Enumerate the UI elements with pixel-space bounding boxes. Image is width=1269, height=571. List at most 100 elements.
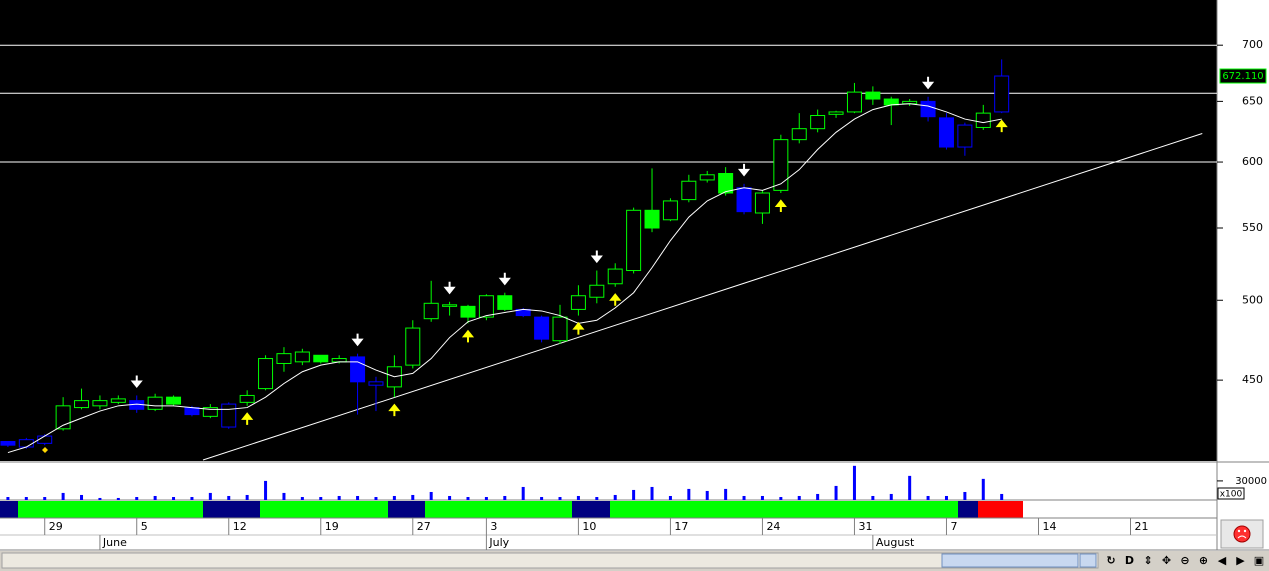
volume-bar: [374, 497, 378, 500]
last-price-label: 672.110: [1222, 71, 1263, 82]
y-tick-label: 600: [1242, 155, 1263, 168]
toolbar-button[interactable]: D: [1125, 554, 1134, 567]
status-button[interactable]: [1220, 519, 1264, 549]
x-tick-label: 21: [1135, 520, 1149, 533]
strip-segment: [572, 501, 610, 518]
strip-segment: [388, 501, 425, 518]
candle-body: [938, 117, 954, 148]
moving-average: [7, 103, 1002, 454]
volume-bar: [576, 495, 580, 500]
volume-bar: [172, 497, 176, 500]
y-tick-label: 650: [1242, 94, 1263, 107]
candle-body: [37, 435, 53, 444]
candle-body: [294, 351, 310, 363]
volume-bar: [153, 495, 157, 500]
trend-line: [202, 133, 1203, 461]
buy-arrow: [774, 199, 787, 212]
volume-bar: [227, 495, 231, 500]
candle-body: [846, 91, 862, 113]
candle-body: [221, 403, 237, 428]
scrollbar[interactable]: [1, 552, 1099, 569]
candle-body: [18, 439, 34, 448]
volume-bar: [24, 497, 28, 500]
buy-arrow: [461, 329, 475, 343]
candle-body: [350, 356, 366, 383]
volume-bar: [411, 494, 415, 500]
candle-body: [957, 124, 973, 148]
volume-bar: [61, 492, 65, 500]
volume-bar: [613, 494, 617, 500]
candle-body: [920, 100, 936, 118]
candle-body: [865, 91, 881, 100]
status-face: [1233, 525, 1251, 543]
toolbar-button[interactable]: ▶: [1236, 554, 1245, 567]
x-tick-label: 27: [417, 520, 431, 533]
trend-strip: [0, 501, 1023, 518]
buy-arrow: [572, 321, 585, 335]
candle-body: [552, 316, 568, 342]
scroll-thumb[interactable]: [941, 553, 1079, 568]
volume-bar: [558, 497, 562, 500]
x-tick-label: 5: [141, 520, 148, 533]
toolbar-button[interactable]: ▣: [1254, 554, 1264, 567]
x-tick-label: 3: [490, 520, 497, 533]
status-frame[interactable]: [1220, 519, 1264, 549]
volume-bar: [484, 497, 488, 500]
volume-bar: [319, 497, 323, 500]
candle-body: [791, 128, 807, 141]
toolbar-button[interactable]: ⊖: [1180, 554, 1189, 567]
toolbar-button[interactable]: ⊕: [1199, 554, 1208, 567]
volume-bar: [742, 495, 746, 500]
y-tick-label: 550: [1242, 221, 1263, 234]
volume-bar: [834, 485, 838, 500]
status-eye: [1243, 529, 1247, 533]
candle-body: [368, 381, 384, 386]
y-tick-label: 700: [1242, 38, 1263, 51]
candle-body: [994, 75, 1010, 113]
toolbar-button[interactable]: ◀: [1218, 554, 1227, 567]
volume-bar: [300, 497, 304, 500]
toolbar-button[interactable]: ⇕: [1143, 554, 1152, 567]
volume-bar: [632, 489, 636, 500]
buy-arrow: [388, 403, 401, 417]
candle-body: [828, 111, 844, 115]
volume-bar: [337, 495, 341, 500]
candle-body: [276, 353, 292, 364]
strip-segment: [260, 501, 388, 518]
unit-box: [1217, 487, 1245, 500]
volume-bar: [724, 488, 728, 500]
candle-body: [644, 209, 660, 229]
volume-bar: [429, 491, 433, 500]
y-tick-label: 500: [1242, 293, 1263, 306]
volume-bar: [650, 486, 654, 500]
candle-body: [883, 98, 899, 106]
candle-body: [699, 174, 715, 181]
volume-bar: [448, 495, 452, 500]
sell-arrow: [498, 272, 511, 286]
month-label: June: [102, 536, 127, 549]
sell-arrow: [351, 333, 364, 347]
toolbar-button[interactable]: ↻: [1106, 554, 1115, 567]
candle-body: [313, 354, 329, 363]
y-tick-label: 30000: [1235, 476, 1267, 487]
toolbar-button[interactable]: ✥: [1162, 554, 1171, 567]
candle-body: [460, 305, 476, 318]
volume-bar: [116, 497, 120, 500]
x-tick-label: 14: [1042, 520, 1056, 533]
candle-body: [570, 295, 586, 310]
candle-body: [92, 400, 108, 407]
candle-body: [773, 139, 789, 191]
volume-bar: [6, 497, 10, 500]
candle-body: [74, 400, 90, 409]
strip-segment: [958, 501, 978, 518]
last-price-box: [1219, 68, 1267, 84]
strip-segment: [610, 501, 958, 518]
x-tick-label: 12: [233, 520, 247, 533]
candle-body: [718, 173, 734, 194]
scroll-arrow[interactable]: [1079, 553, 1097, 568]
candle-body: [147, 396, 163, 410]
volume-bar: [80, 494, 84, 500]
x-tick-label: 24: [766, 520, 780, 533]
buy-arrow: [995, 119, 1008, 133]
